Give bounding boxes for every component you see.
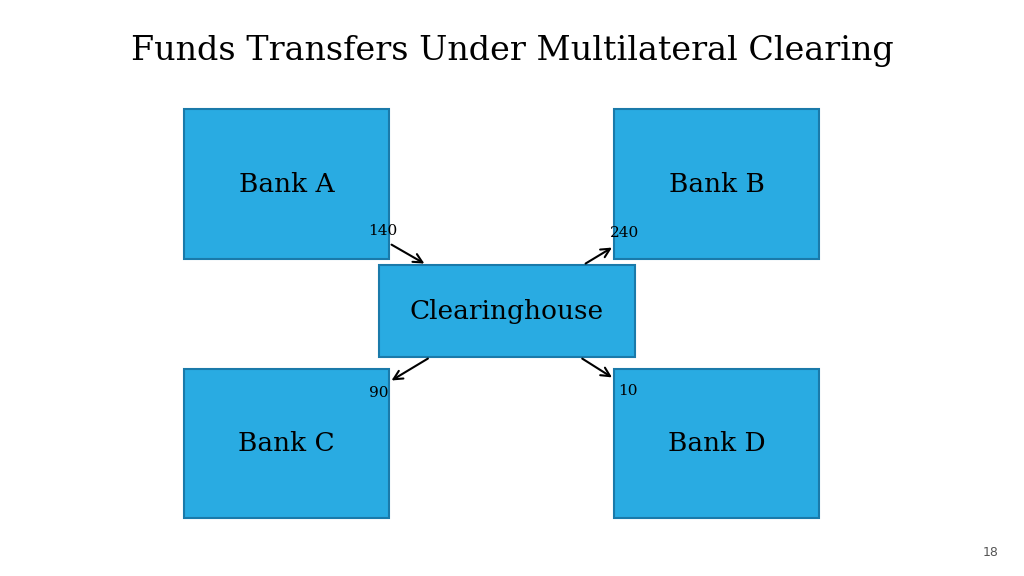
FancyBboxPatch shape	[184, 369, 389, 518]
FancyBboxPatch shape	[184, 109, 389, 259]
Text: 240: 240	[609, 226, 639, 240]
Text: 10: 10	[618, 384, 638, 398]
Text: Clearinghouse: Clearinghouse	[410, 298, 604, 324]
Text: Funds Transfers Under Multilateral Clearing: Funds Transfers Under Multilateral Clear…	[131, 35, 893, 67]
FancyBboxPatch shape	[614, 369, 819, 518]
FancyBboxPatch shape	[614, 109, 819, 259]
Text: Bank C: Bank C	[239, 431, 335, 456]
Text: Bank A: Bank A	[239, 172, 335, 197]
FancyBboxPatch shape	[379, 265, 635, 357]
Text: 90: 90	[370, 385, 389, 400]
Text: 18: 18	[982, 545, 998, 559]
Text: Bank D: Bank D	[668, 431, 766, 456]
Text: Bank B: Bank B	[669, 172, 765, 197]
Text: 140: 140	[368, 224, 397, 238]
